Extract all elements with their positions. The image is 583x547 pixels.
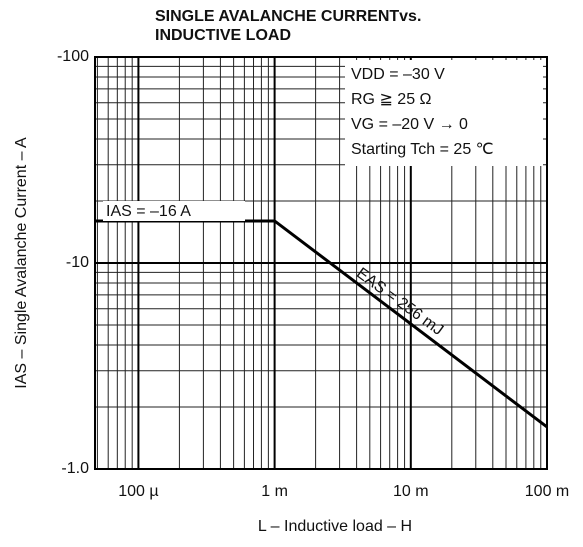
data-line — [95, 219, 548, 429]
annotation: EAS = 256 mJ — [353, 265, 446, 339]
y-tick-label: -1.0 — [61, 460, 89, 477]
annotation-bg — [103, 201, 245, 221]
condition-text: VDD = –30 V — [351, 66, 445, 83]
x-axis-label: L – Inductive load – H — [258, 518, 412, 535]
x-tick-label: 1 m — [261, 483, 288, 500]
x-tick-label: 10 m — [393, 483, 429, 500]
condition-text: VG = –20 V → 0 — [351, 116, 468, 133]
annotation: IAS = –16 A — [106, 203, 191, 220]
condition-text: Starting Tch = 25 ℃ — [351, 141, 494, 158]
condition-text: RG ≧ 25 Ω — [351, 91, 432, 108]
plot-frame — [94, 56, 548, 470]
y-tick-label: -100 — [57, 48, 89, 65]
x-tick-label: 100 m — [525, 483, 569, 500]
legend-box — [345, 60, 543, 166]
chart-title: SINGLE AVALANCHE CURRENTvs. — [155, 8, 421, 25]
x-tick-label: 100 µ — [118, 483, 158, 500]
y-tick-label: -10 — [66, 254, 89, 271]
chart-title: INDUCTIVE LOAD — [155, 27, 291, 44]
y-axis-label: IAS – Single Avalanche Current – A — [13, 137, 30, 389]
